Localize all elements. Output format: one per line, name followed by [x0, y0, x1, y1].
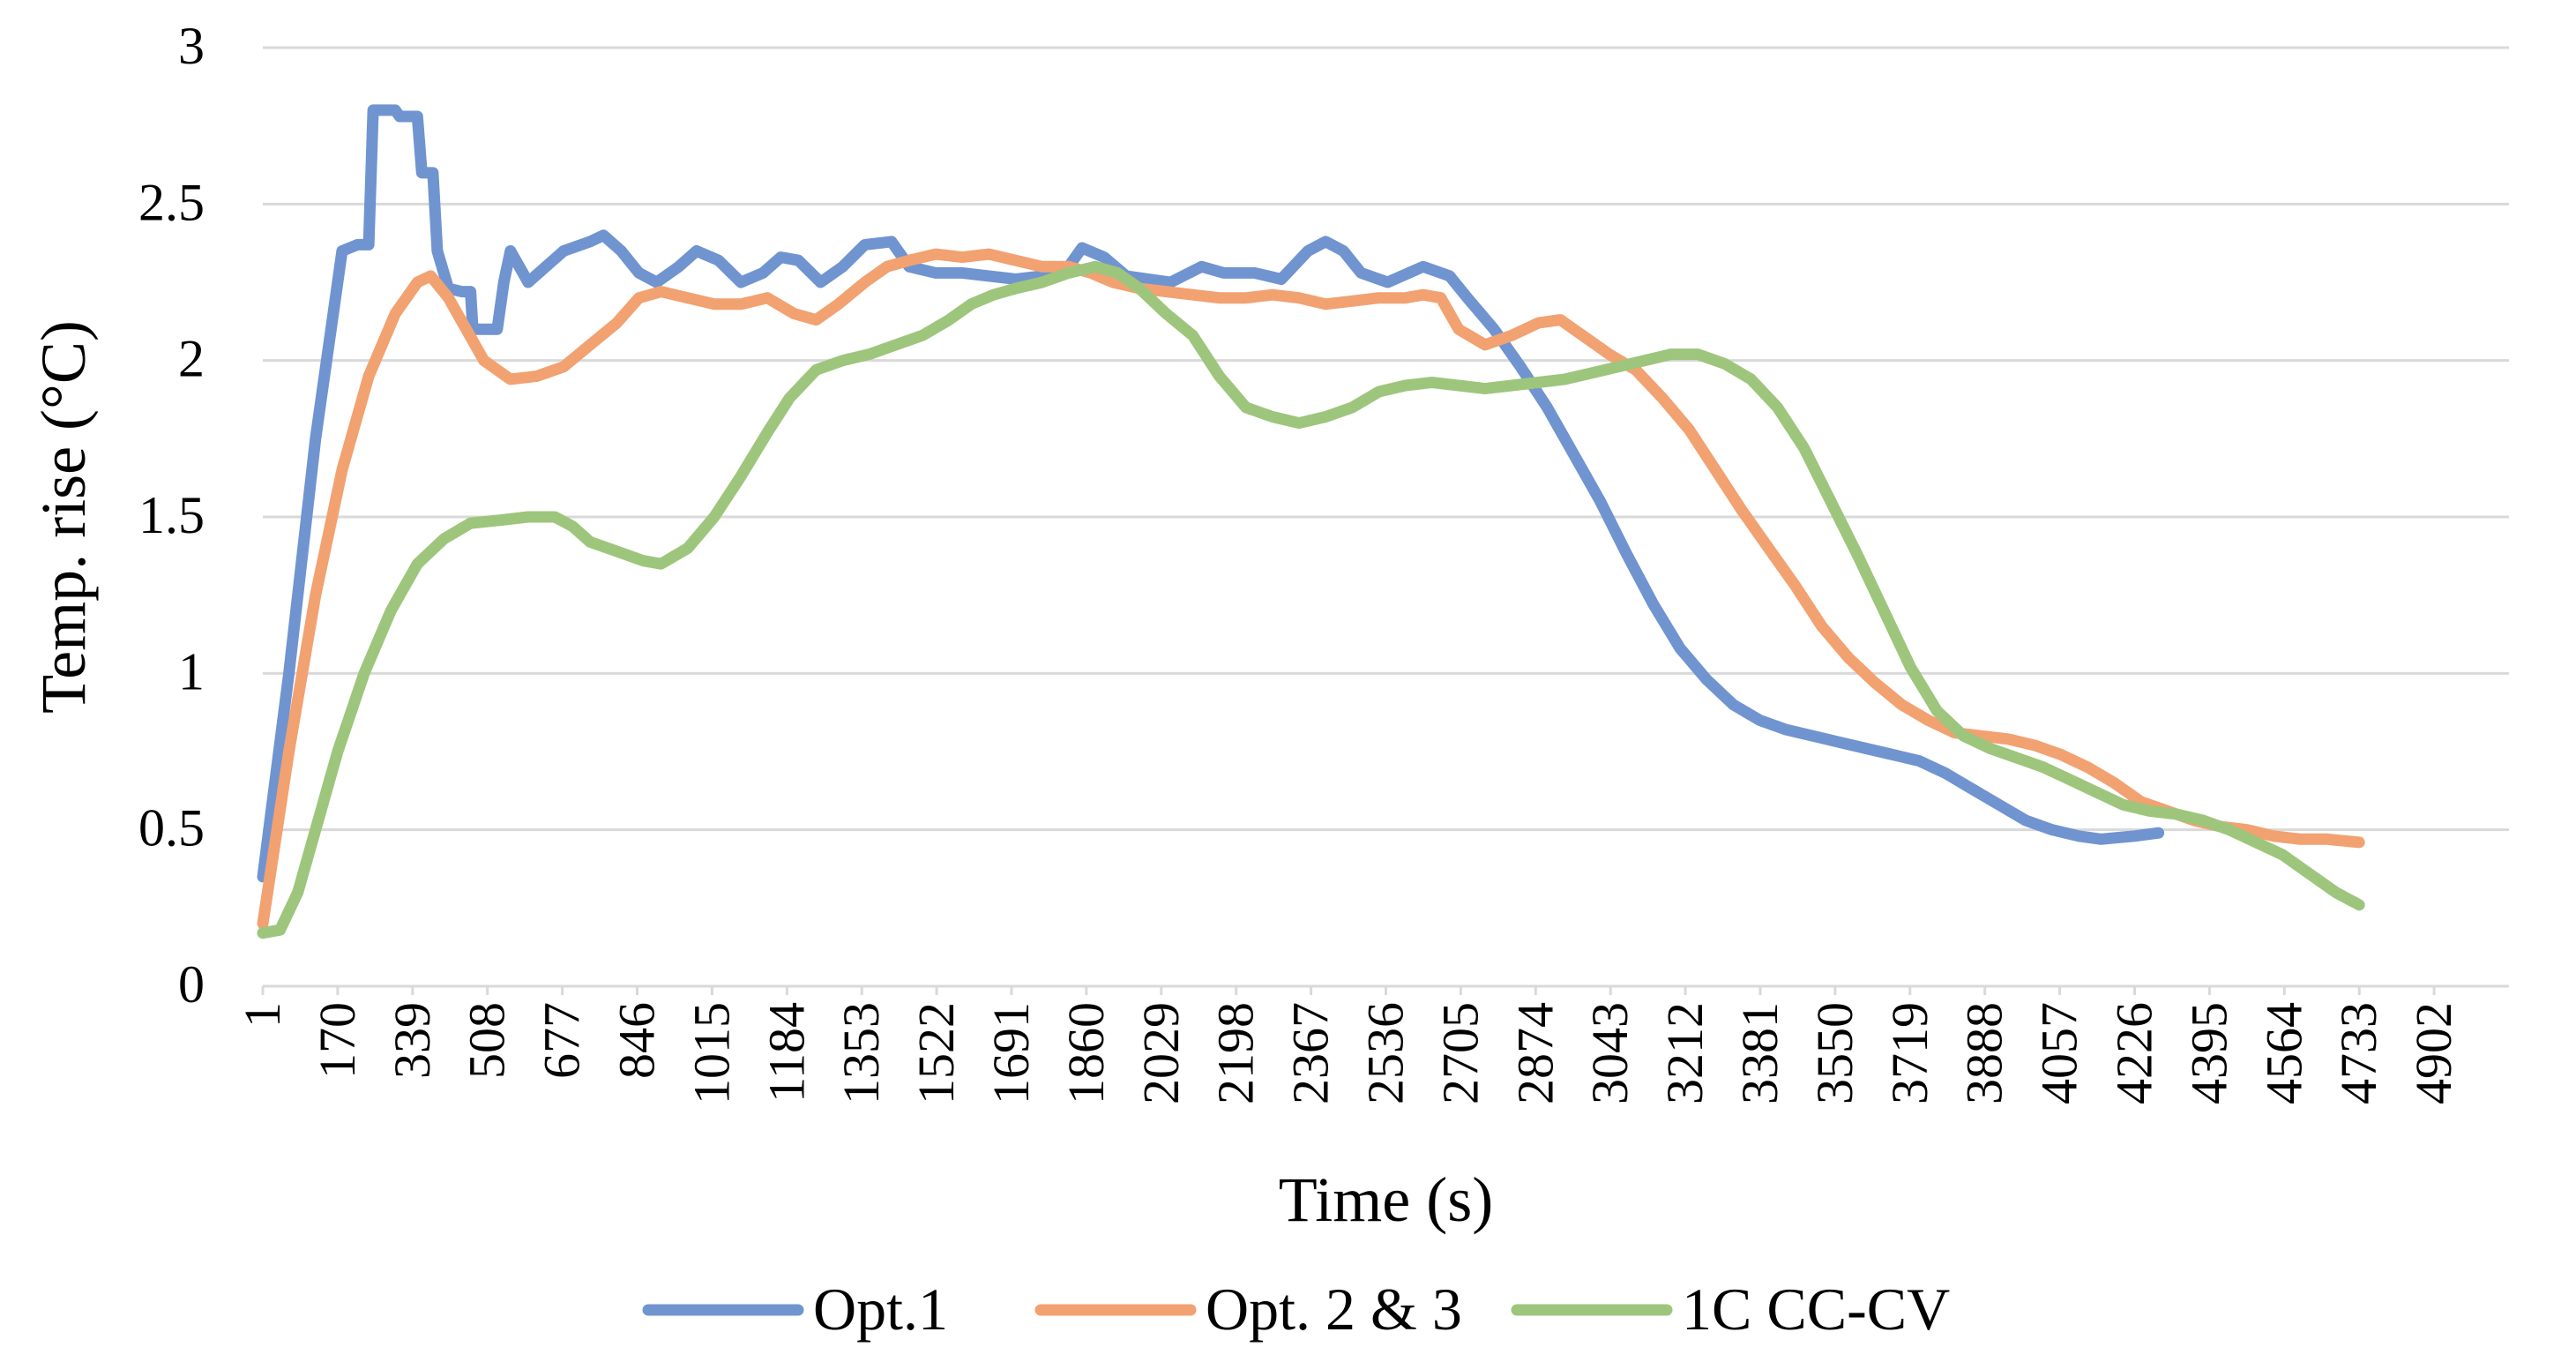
y-tick-label: 1.5 [138, 486, 205, 544]
x-tick-label: 4226 [2106, 1002, 2163, 1104]
x-tick-label: 339 [384, 1002, 441, 1079]
x-tick-label: 4902 [2405, 1002, 2462, 1104]
series-layer [257, 104, 2365, 939]
y-tick-label: 0.5 [138, 799, 205, 857]
y-tick-label: 2 [178, 330, 205, 388]
x-tick-label: 1353 [833, 1002, 890, 1104]
x-tick-label: 2367 [1282, 1002, 1340, 1104]
y-tick-label: 3 [178, 17, 205, 75]
series-line-3 [257, 260, 2365, 939]
grid-layer [263, 46, 2509, 988]
x-tick-label: 1860 [1057, 1002, 1115, 1104]
x-tick-label: 4733 [2330, 1002, 2387, 1104]
x-tick-label: 3719 [1881, 1002, 1938, 1104]
x-tick-label: 1184 [758, 1002, 815, 1103]
x-tick-label: 2029 [1132, 1002, 1190, 1104]
legend-label-1: Opt.1 [813, 1276, 948, 1343]
x-tick-label: 1 [234, 1002, 291, 1028]
x-tick-label: 4395 [2180, 1002, 2237, 1104]
x-tick-label: 4057 [2031, 1002, 2088, 1104]
x-tick-label: 1015 [683, 1002, 740, 1104]
legend-layer: Opt.1 Opt. 2 & 3 1C CC-CV [642, 1276, 1950, 1343]
x-tick-label: 170 [309, 1002, 366, 1079]
x-tick-label: 2198 [1207, 1002, 1265, 1104]
series-line-1 [257, 104, 2165, 883]
x-axis-title: Time (s) [1279, 1164, 1493, 1235]
x-tick-label: 2536 [1357, 1002, 1415, 1104]
series-line-2 [257, 248, 2365, 930]
x-tick-label: 846 [609, 1002, 666, 1079]
x-tick-label: 1522 [907, 1002, 965, 1104]
y-tick-label: 2.5 [138, 173, 205, 231]
y-axis-title: Temp. rise (°C) [28, 320, 99, 714]
x-tick-label: 1691 [982, 1002, 1040, 1104]
axis-layer: 0 0.5 1 1.5 2 2.5 3 1 170 339 508 677 846 1015 1184 135… [28, 17, 2509, 1235]
y-tick-label: 1 [178, 642, 205, 700]
y-tick-label: 0 [178, 955, 205, 1014]
x-tick-label: 508 [459, 1002, 516, 1079]
x-tick-label: 3888 [1956, 1002, 2013, 1104]
x-tick-label: 3381 [1731, 1002, 1788, 1104]
x-tick-label: 4564 [2255, 1002, 2312, 1104]
x-tick-label: 677 [534, 1002, 591, 1079]
x-tick-label: 2874 [1506, 1002, 1564, 1104]
x-tick-label: 3212 [1656, 1002, 1714, 1104]
x-tick-label: 3043 [1581, 1002, 1639, 1104]
x-tick-label: 2705 [1431, 1002, 1489, 1104]
legend-label-3: 1C CC-CV [1682, 1276, 1950, 1343]
x-tick-label: 3550 [1806, 1002, 1863, 1104]
legend-label-2: Opt. 2 & 3 [1206, 1276, 1462, 1343]
